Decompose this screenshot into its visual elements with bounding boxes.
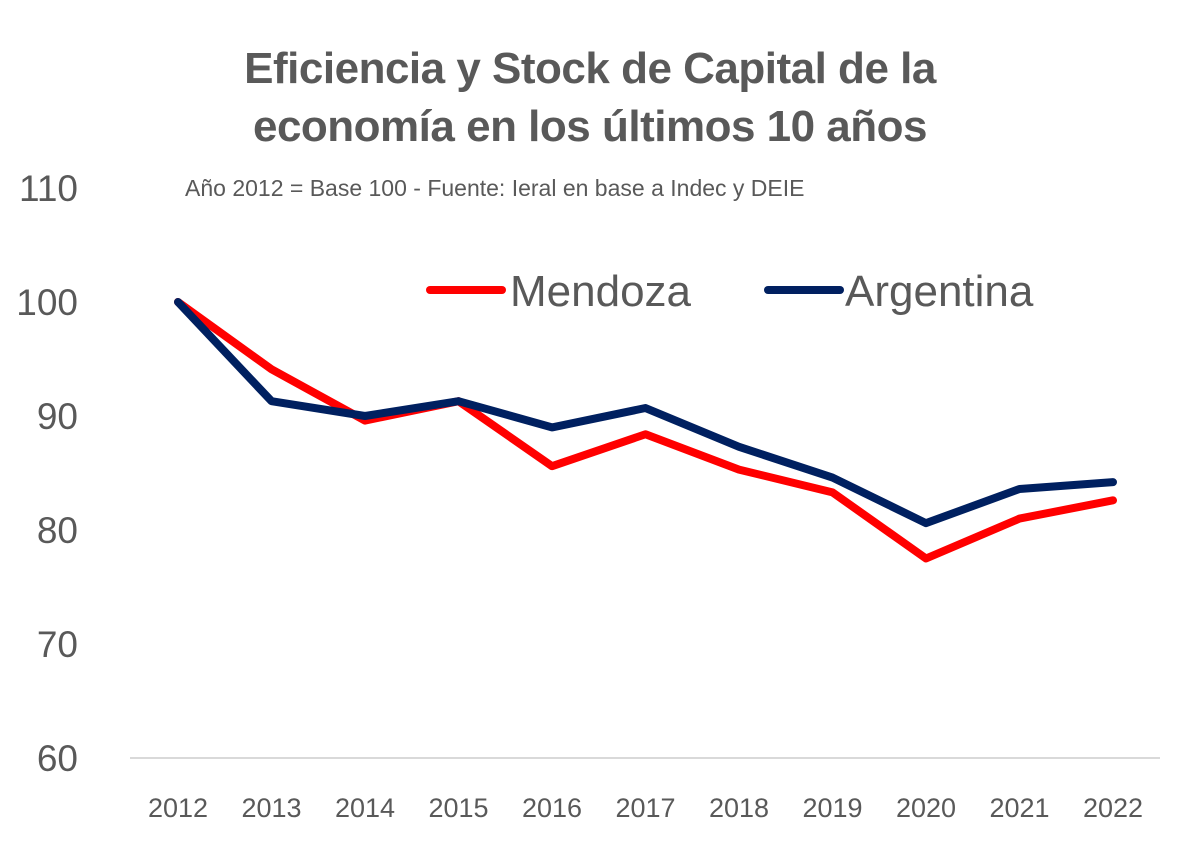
- x-tick-label: 2012: [148, 793, 208, 823]
- x-tick-label: 2018: [709, 793, 769, 823]
- x-tick-label: 2017: [615, 793, 675, 823]
- x-tick-label: 2013: [241, 793, 301, 823]
- x-tick-label: 2021: [989, 793, 1049, 823]
- chart-title-line-2: economía en los últimos 10 años: [252, 102, 928, 151]
- y-tick-label: 100: [16, 282, 78, 323]
- legend-label-argentina: Argentina: [845, 267, 1034, 316]
- y-tick-label: 60: [37, 738, 78, 779]
- x-tick-label: 2014: [335, 793, 395, 823]
- chart-title-line-1: Eficiencia y Stock de Capital de la: [244, 44, 936, 93]
- chart-title: Eficiencia y Stock de Capital de la econ…: [0, 40, 1180, 156]
- y-tick-label: 70: [37, 624, 78, 665]
- x-tick-label: 2020: [896, 793, 956, 823]
- x-tick-label: 2022: [1083, 793, 1143, 823]
- y-tick-label: 110: [19, 168, 78, 209]
- y-tick-label: 90: [37, 396, 78, 437]
- x-tick-label: 2016: [522, 793, 582, 823]
- x-tick-label: 2015: [428, 793, 488, 823]
- series-line-mendoza: [174, 298, 1117, 563]
- y-tick-label: 80: [37, 510, 78, 551]
- legend-label-mendoza: Mendoza: [510, 267, 692, 316]
- series-line-argentina: [174, 298, 1117, 528]
- chart-subtitle: Año 2012 = Base 100 - Fuente: Ieral en b…: [185, 175, 805, 201]
- x-tick-label: 2019: [802, 793, 862, 823]
